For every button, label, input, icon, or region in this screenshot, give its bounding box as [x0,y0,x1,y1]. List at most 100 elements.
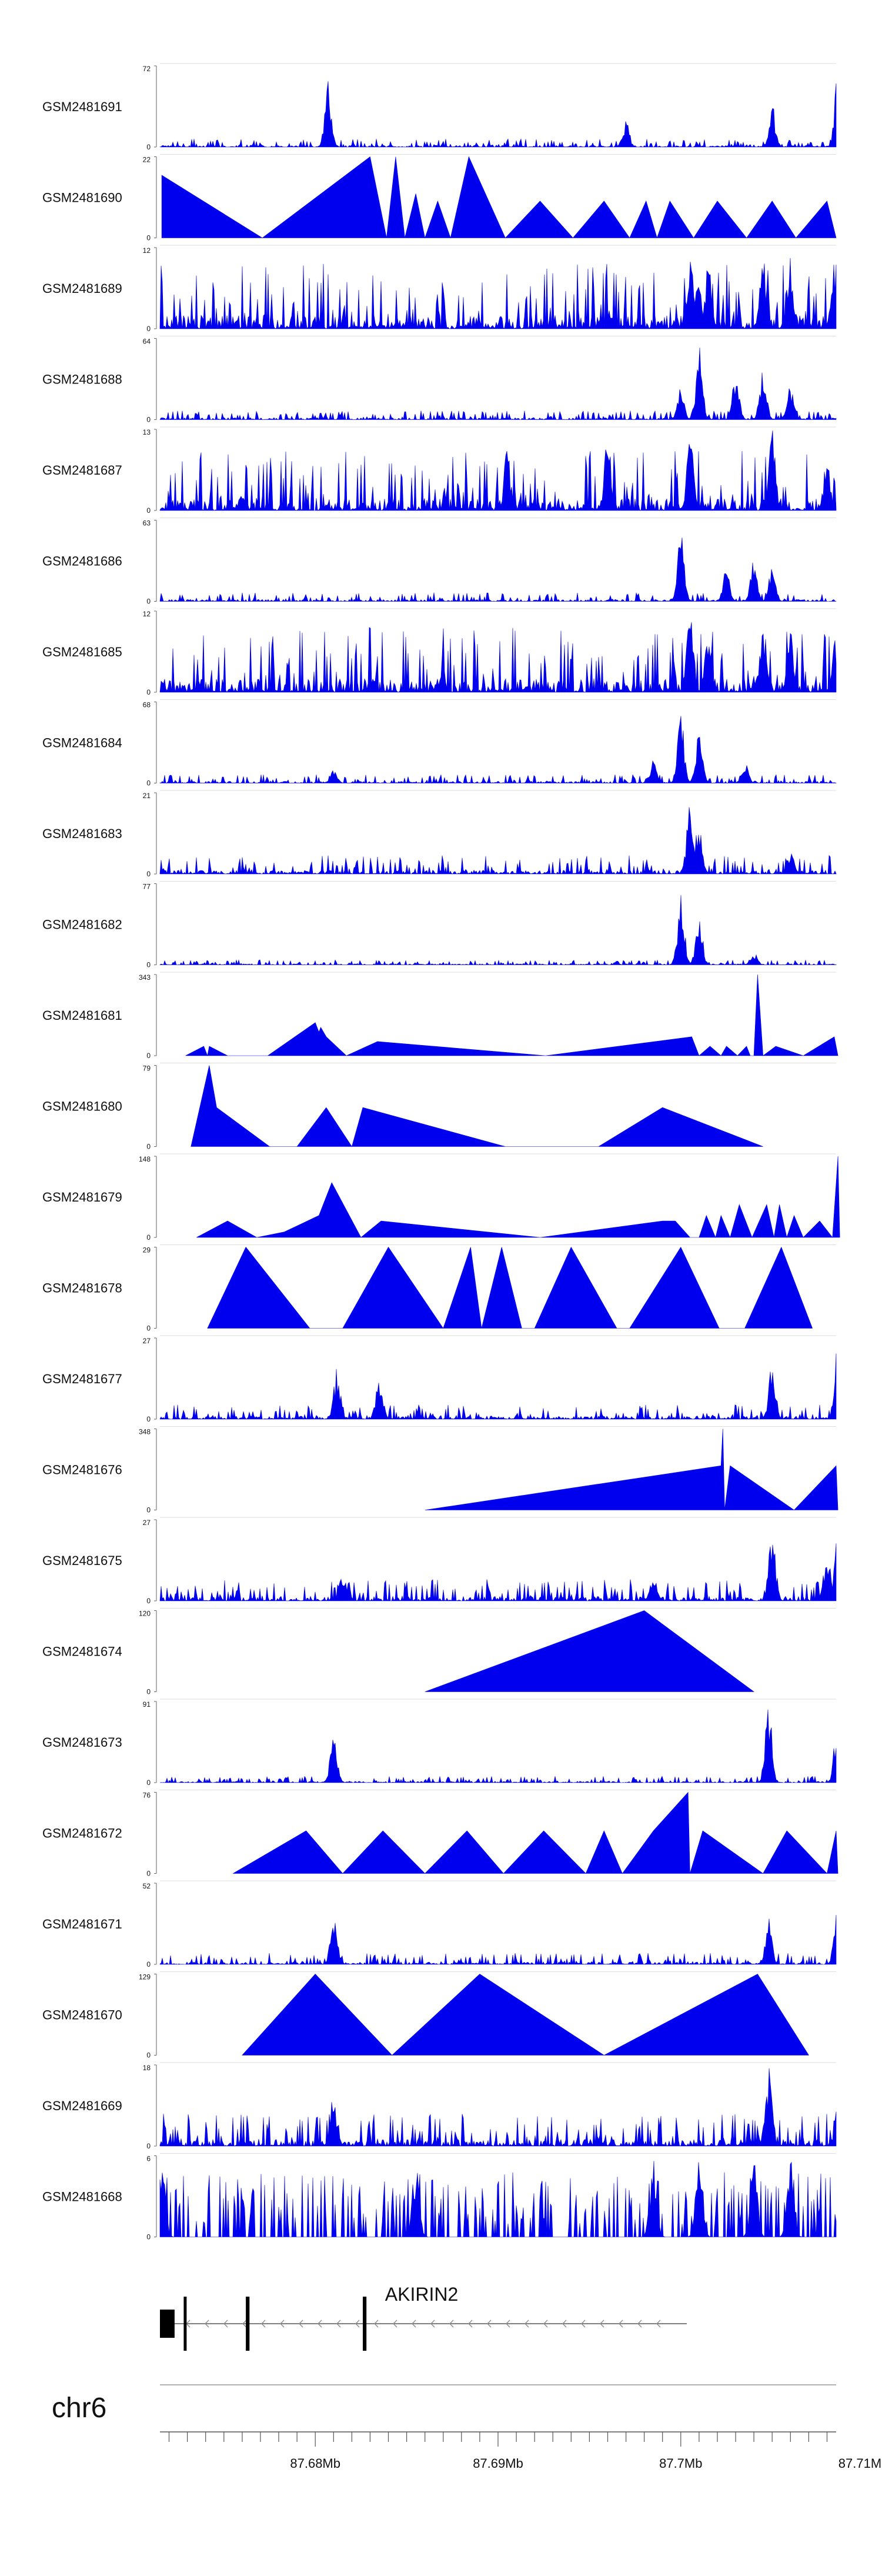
track-GSM2481687: GSM2481687 13 0 [42,426,837,515]
coverage-area [159,348,837,421]
strand-arrow [524,2320,529,2328]
ymax-label: 12 [143,610,151,618]
ymin-label: 0 [146,416,151,424]
coverage-area [159,807,837,875]
track-label: GSM2481679 [42,1190,122,1204]
coverage-area [159,716,837,784]
track-GSM2481686: GSM2481686 63 0 [42,518,837,606]
ymax-label: 348 [139,1428,151,1436]
ymin-label: 0 [146,870,151,878]
ymax-label: 64 [143,338,151,346]
strand-arrow [318,2320,322,2328]
track-label: GSM2481668 [42,2190,122,2204]
strand-arrow [581,2320,586,2328]
ymax-label: 72 [143,65,151,73]
coverage-area [191,1065,763,1147]
coverage-area [159,2068,837,2147]
track-label: GSM2481690 [42,191,122,205]
track-label: GSM2481677 [42,1372,122,1386]
track-label: GSM2481676 [42,1463,122,1477]
exon-block [246,2297,250,2351]
ymax-label: 91 [143,1700,151,1709]
strand-arrow [637,2320,642,2328]
ymax-label: 76 [143,1791,151,1800]
track-GSM2481674: GSM2481674 120 0 [42,1608,836,1696]
ymax-label: 343 [139,973,151,982]
ymin-label: 0 [146,2233,151,2241]
track-GSM2481684: GSM2481684 68 0 [42,699,837,788]
strand-arrow [619,2320,623,2328]
track-label: GSM2481686 [42,554,122,569]
ymin-label: 0 [146,1870,151,1878]
track-GSM2481670: GSM2481670 129 0 [42,1971,836,2060]
ymin-label: 0 [146,1052,151,1060]
ymin-label: 0 [146,2051,151,2060]
ymin-label: 0 [146,1324,151,1333]
strand-arrow [355,2320,360,2328]
track-label: GSM2481680 [42,1099,122,1114]
strand-arrow [205,2320,209,2328]
x-tick-label: 87.68Mb [290,2456,340,2471]
coverage-area [196,1156,840,1239]
gene-model: AKIRIN2 [160,2284,687,2351]
strand-arrow [468,2320,473,2328]
coverage-area [159,1543,837,1601]
coverage-area [159,81,837,148]
ymin-label: 0 [146,506,151,515]
ymax-label: 12 [143,246,151,255]
track-GSM2481673: GSM2481673 91 0 [42,1699,837,1787]
strand-arrow [412,2320,416,2328]
coverage-area [159,895,837,966]
track-label: GSM2481674 [42,1644,122,1659]
ymin-label: 0 [146,1778,151,1787]
coverage-area [207,1246,813,1329]
track-GSM2481681: GSM2481681 343 0 [42,972,838,1060]
x-tick-label: 87.7Mb [659,2456,702,2471]
track-label: GSM2481691 [42,99,122,114]
track-GSM2481678: GSM2481678 29 0 [42,1244,836,1333]
tracks: GSM2481691720GSM2481690220GSM2481689120G… [42,63,840,2241]
ymax-label: 22 [143,156,151,164]
track-label: GSM2481670 [42,2008,122,2023]
chromosome-label: chr6 [52,2393,106,2424]
strand-arrow [374,2320,379,2328]
x-tick-label: 87.69Mb [473,2456,523,2471]
ymin-label: 0 [146,1688,151,1696]
ymax-label: 120 [139,1610,151,1618]
track-GSM2481676: GSM2481676 348 0 [42,1426,838,1514]
track-GSM2481682: GSM2481682 77 0 [42,881,837,969]
strand-arrow [430,2320,435,2328]
ymin-label: 0 [146,1960,151,1968]
track-label: GSM2481684 [42,736,122,750]
ymin-label: 0 [146,2142,151,2150]
track-label: GSM2481669 [42,2098,122,2113]
track-GSM2481683: GSM2481683 21 0 [42,790,837,878]
ymax-label: 21 [143,792,151,800]
track-label: GSM2481671 [42,1917,122,1931]
ymin-label: 0 [146,961,151,969]
ymax-label: 77 [143,883,151,891]
coverage-area [159,1709,837,1784]
track-GSM2481671: GSM2481671 52 0 [42,1880,837,1968]
track-GSM2481675: GSM2481675 27 0 [42,1517,837,1605]
coverage-area [159,622,837,693]
track-GSM2481689: GSM2481689 12 0 [42,245,837,333]
coverage-area [185,974,838,1057]
coverage-area [161,156,837,239]
track-GSM2481668: GSM2481668 6 0 [42,2153,837,2241]
ymax-label: 148 [139,1155,151,1163]
track-GSM2481680: GSM2481680 79 0 [42,1063,836,1151]
exon-block [183,2297,187,2351]
ymin-label: 0 [146,325,151,333]
coverage-area [425,1429,838,1510]
track-label: GSM2481681 [42,1008,122,1023]
ymax-label: 18 [143,2064,151,2072]
ymin-label: 0 [146,1233,151,1242]
strand-arrow [280,2320,285,2328]
ymax-label: 27 [143,1337,151,1345]
strand-arrow [393,2320,397,2328]
exon-block [160,2310,175,2338]
track-GSM2481677: GSM2481677 27 0 [42,1335,837,1423]
ymin-label: 0 [146,1506,151,1514]
